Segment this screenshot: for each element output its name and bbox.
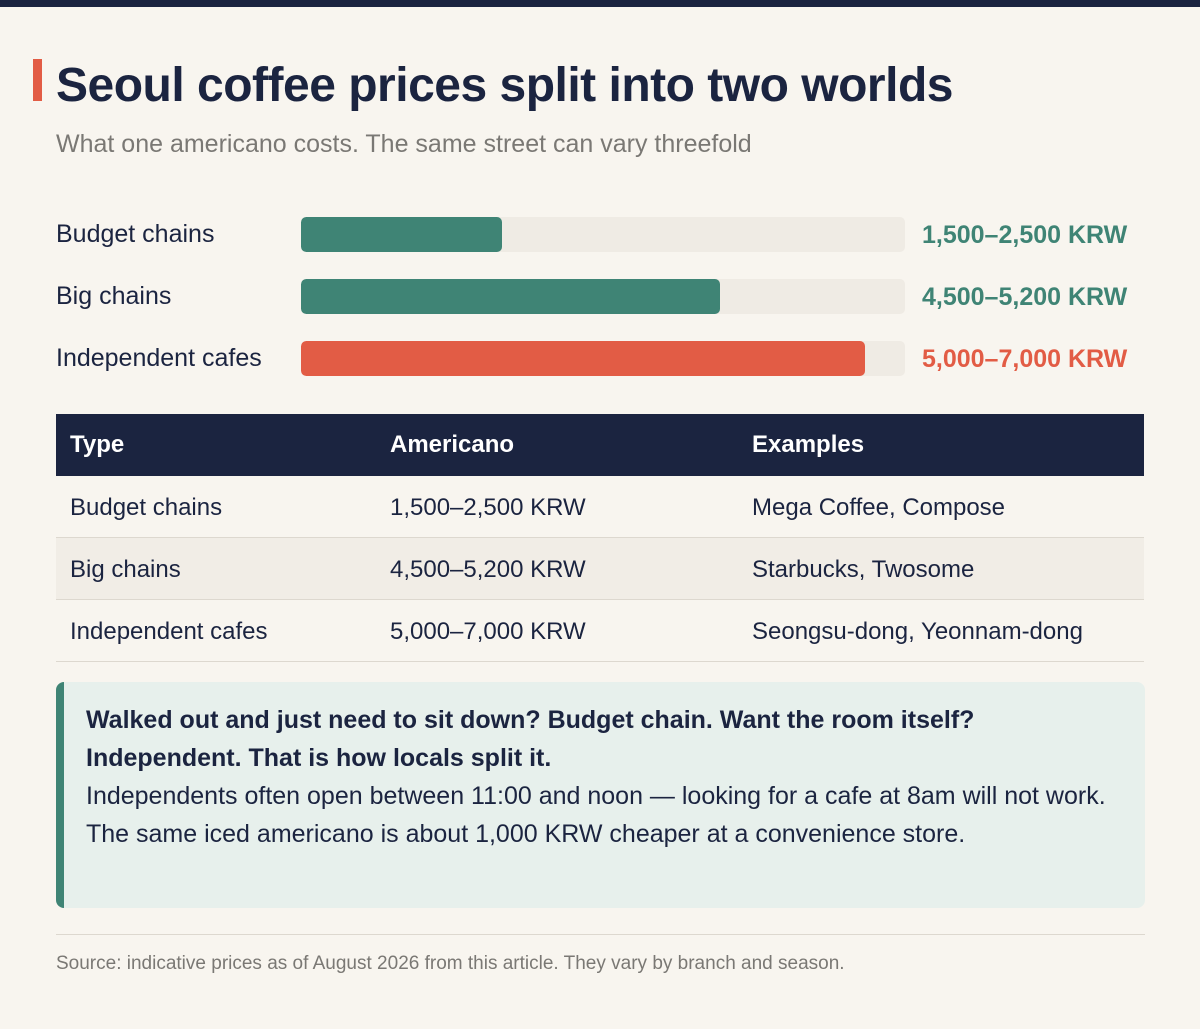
header-type: Type <box>70 431 125 458</box>
cell-type: Independent cafes <box>70 618 268 645</box>
header-examples: Examples <box>752 431 865 458</box>
top-rule <box>0 0 1200 7</box>
cell-type: Big chains <box>70 556 181 583</box>
bar-row: Independent cafes 5,000–7,000 KRW <box>56 338 1146 378</box>
bar-category-label: Budget chains <box>56 220 215 248</box>
bar-value-label: 1,500–2,500 KRW <box>922 221 1128 249</box>
bar-track <box>301 279 905 314</box>
bar-row: Big chains 4,500–5,200 KRW <box>56 276 1146 316</box>
bar-row: Budget chains 1,500–2,500 KRW <box>56 214 1146 254</box>
table-row: Budget chains 1,500–2,500 KRW Mega Coffe… <box>56 476 1144 538</box>
bar <box>301 341 865 376</box>
title-accent <box>33 59 42 101</box>
cell-americano: 1,500–2,500 KRW <box>390 494 586 521</box>
cell-examples: Mega Coffee, Compose <box>752 494 1006 521</box>
price-table: Type Americano Examples Budget chains 1,… <box>56 414 1144 662</box>
callout-line-convenience-store: The same iced americano is about 1,000 K… <box>86 820 966 848</box>
bar-track <box>301 341 905 376</box>
bar-value-label: 4,500–5,200 KRW <box>922 283 1128 311</box>
cell-examples: Starbucks, Twosome <box>752 556 975 583</box>
cell-examples: Seongsu-dong, Yeonnam-dong <box>752 618 1083 645</box>
cell-type: Budget chains <box>70 494 223 521</box>
cell-americano: 4,500–5,200 KRW <box>390 556 586 583</box>
page-subtitle: What one americano costs. The same stree… <box>56 130 752 158</box>
page-title: Seoul coffee prices split into two world… <box>56 59 953 112</box>
bar <box>301 217 502 252</box>
bar-value-label: 5,000–7,000 KRW <box>922 345 1128 373</box>
source-note: Source: indicative prices as of August 2… <box>56 953 845 974</box>
callout-line-opening-hours: Independents often open between 11:00 an… <box>86 782 1106 810</box>
callout-headline: Walked out and just need to sit down? Bu… <box>86 706 975 772</box>
table-header: Type Americano Examples <box>56 414 1144 476</box>
bar <box>301 279 720 314</box>
footer-rule <box>56 934 1145 935</box>
callout-accent-bar <box>56 682 64 908</box>
header-americano: Americano <box>390 431 515 458</box>
table-row: Big chains 4,500–5,200 KRW Starbucks, Tw… <box>56 538 1144 600</box>
bar-category-label: Big chains <box>56 282 172 310</box>
cell-americano: 5,000–7,000 KRW <box>390 618 586 645</box>
table-row: Independent cafes 5,000–7,000 KRW Seongs… <box>56 600 1144 662</box>
bar-category-label: Independent cafes <box>56 344 262 372</box>
tip-callout: Walked out and just need to sit down? Bu… <box>56 682 1145 908</box>
bar-track <box>301 217 905 252</box>
callout-text: Walked out and just need to sit down? Bu… <box>86 701 1116 853</box>
